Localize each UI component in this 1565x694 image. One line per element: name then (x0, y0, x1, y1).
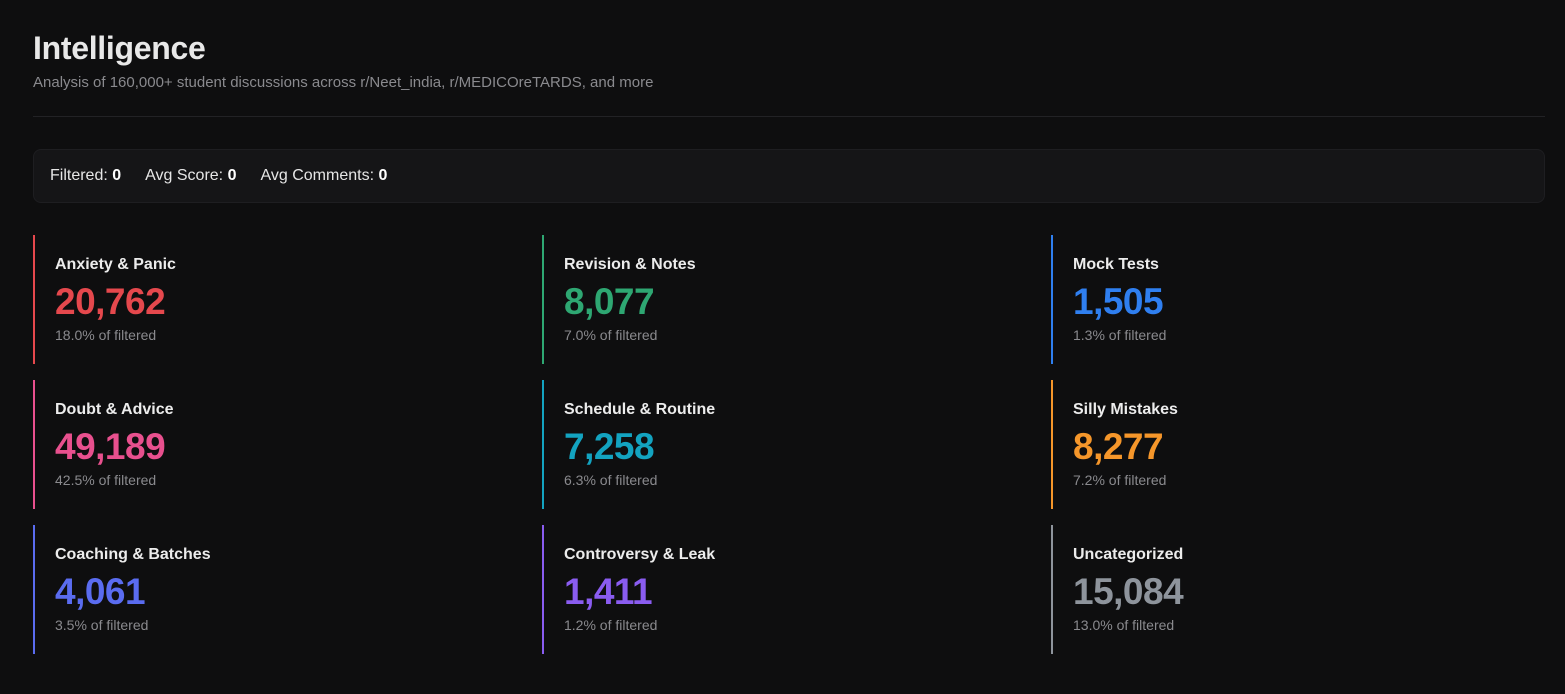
category-count: 4,061 (55, 571, 146, 612)
category-label: Anxiety & Panic (55, 256, 176, 273)
category-label: Uncategorized (1073, 546, 1184, 563)
category-card-revision-notes[interactable]: Revision & Notes 8,077 7.0% of filtered (542, 235, 1022, 364)
category-label: Schedule & Routine (564, 401, 716, 418)
avg-score-label: Avg Score: (145, 167, 224, 184)
category-card-coaching-batches[interactable]: Coaching & Batches 4,061 3.5% of filtere… (33, 525, 513, 654)
category-card-schedule-routine[interactable]: Schedule & Routine 7,258 6.3% of filtere… (542, 380, 1022, 509)
category-count: 15,084 (1073, 571, 1184, 612)
filtered-label: Filtered: (50, 167, 108, 184)
avg-comments-stat: Avg Comments: 0 (260, 167, 387, 185)
category-count: 20,762 (55, 281, 166, 322)
category-label: Mock Tests (1073, 256, 1159, 273)
category-percent: 3.5% of filtered (55, 617, 149, 633)
category-percent: 18.0% of filtered (55, 327, 157, 343)
category-count: 8,277 (1073, 426, 1164, 467)
category-label: Revision & Notes (564, 256, 696, 273)
category-card-silly-mistakes[interactable]: Silly Mistakes 8,277 7.2% of filtered (1051, 380, 1531, 509)
category-label: Coaching & Batches (55, 546, 211, 563)
category-count: 8,077 (564, 281, 655, 322)
category-card-mock-tests[interactable]: Mock Tests 1,505 1.3% of filtered (1051, 235, 1531, 364)
category-percent: 1.2% of filtered (564, 617, 658, 633)
avg-comments-value: 0 (378, 167, 388, 184)
page-title: Intelligence (33, 30, 206, 66)
page-subtitle: Analysis of 160,000+ student discussions… (33, 74, 654, 91)
avg-score-value: 0 (227, 167, 237, 184)
category-count: 1,411 (564, 571, 653, 612)
category-card-uncategorized[interactable]: Uncategorized 15,084 13.0% of filtered (1051, 525, 1531, 654)
category-count: 7,258 (564, 426, 655, 467)
avg-score-stat: Avg Score: 0 (145, 167, 236, 185)
category-card-controversy-leak[interactable]: Controversy & Leak 1,411 1.2% of filtere… (542, 525, 1022, 654)
category-count: 49,189 (55, 426, 166, 467)
category-label: Controversy & Leak (564, 546, 716, 563)
filtered-stat: Filtered: 0 (50, 167, 121, 185)
header-divider (33, 116, 1545, 117)
category-percent: 6.3% of filtered (564, 472, 658, 488)
category-percent: 1.3% of filtered (1073, 327, 1167, 343)
category-percent: 7.2% of filtered (1073, 472, 1167, 488)
category-label: Doubt & Advice (55, 401, 174, 418)
category-card-doubt-advice[interactable]: Doubt & Advice 49,189 42.5% of filtered (33, 380, 513, 509)
category-percent: 7.0% of filtered (564, 327, 658, 343)
category-card-anxiety-panic[interactable]: Anxiety & Panic 20,762 18.0% of filtered (33, 235, 513, 364)
stats-bar: Filtered: 0 Avg Score: 0 Avg Comments: 0 (33, 149, 1545, 203)
category-percent: 42.5% of filtered (55, 472, 157, 488)
category-label: Silly Mistakes (1073, 401, 1178, 418)
category-percent: 13.0% of filtered (1073, 617, 1175, 633)
avg-comments-label: Avg Comments: (260, 167, 375, 184)
filtered-value: 0 (112, 167, 122, 184)
category-count: 1,505 (1073, 281, 1164, 322)
